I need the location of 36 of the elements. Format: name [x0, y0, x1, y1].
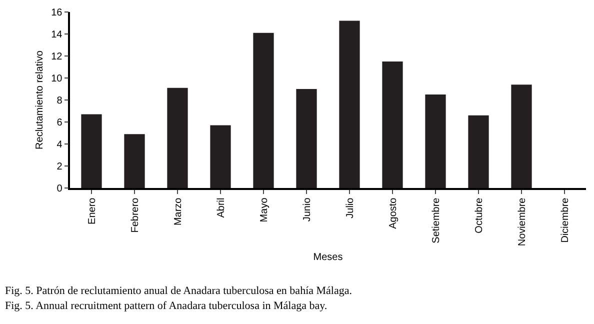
y-tick-label: 12	[51, 52, 63, 62]
y-tick-label: 16	[51, 8, 63, 18]
bar	[511, 84, 532, 188]
x-tick-label: Agosto	[388, 197, 399, 229]
x-tick-label: Diciembre	[560, 197, 571, 243]
bar	[253, 32, 274, 188]
x-tick-label: Junio	[302, 197, 313, 222]
x-tick-label: Febrero	[130, 197, 141, 233]
x-tick-label: Mayo	[258, 197, 270, 222]
x-tick-label: Marzo	[172, 197, 184, 226]
bar	[425, 94, 446, 188]
x-tick-label: Octubre	[474, 197, 485, 234]
y-tick-label: 2	[56, 162, 63, 172]
bar	[210, 125, 231, 188]
bar	[81, 114, 102, 188]
y-tick-label: 6	[56, 118, 63, 128]
x-tick-label: Abril	[216, 198, 227, 218]
bar	[167, 88, 188, 188]
y-tick-label: 4	[56, 140, 63, 150]
x-tick-label: Enero	[86, 197, 98, 224]
caption: Fig. 5. Annual recruitment pattern of Anadara tuberculosa in Málaga bay.	[5, 300, 328, 312]
bar	[468, 115, 489, 188]
bar	[339, 20, 360, 188]
caption: Fig. 5. Patrón de reclutamiento anual de Anadara tuberculosa en bahía Málaga.	[5, 285, 352, 297]
x-tick-label: Julio	[344, 197, 356, 218]
y-tick-label: 8	[56, 96, 63, 106]
bar	[124, 134, 145, 188]
bar	[382, 62, 403, 188]
x-tick-label: Setiembre	[430, 197, 442, 244]
y-tick-label: 0	[56, 184, 63, 194]
y-axis-title: Reclutamiento relativo	[34, 50, 46, 150]
bar	[296, 89, 317, 188]
x-axis-title: Meses	[313, 252, 343, 264]
y-tick-label: 14	[51, 30, 63, 40]
x-tick-label: Noviembre	[516, 197, 528, 246]
y-tick-label: 10	[51, 74, 63, 84]
